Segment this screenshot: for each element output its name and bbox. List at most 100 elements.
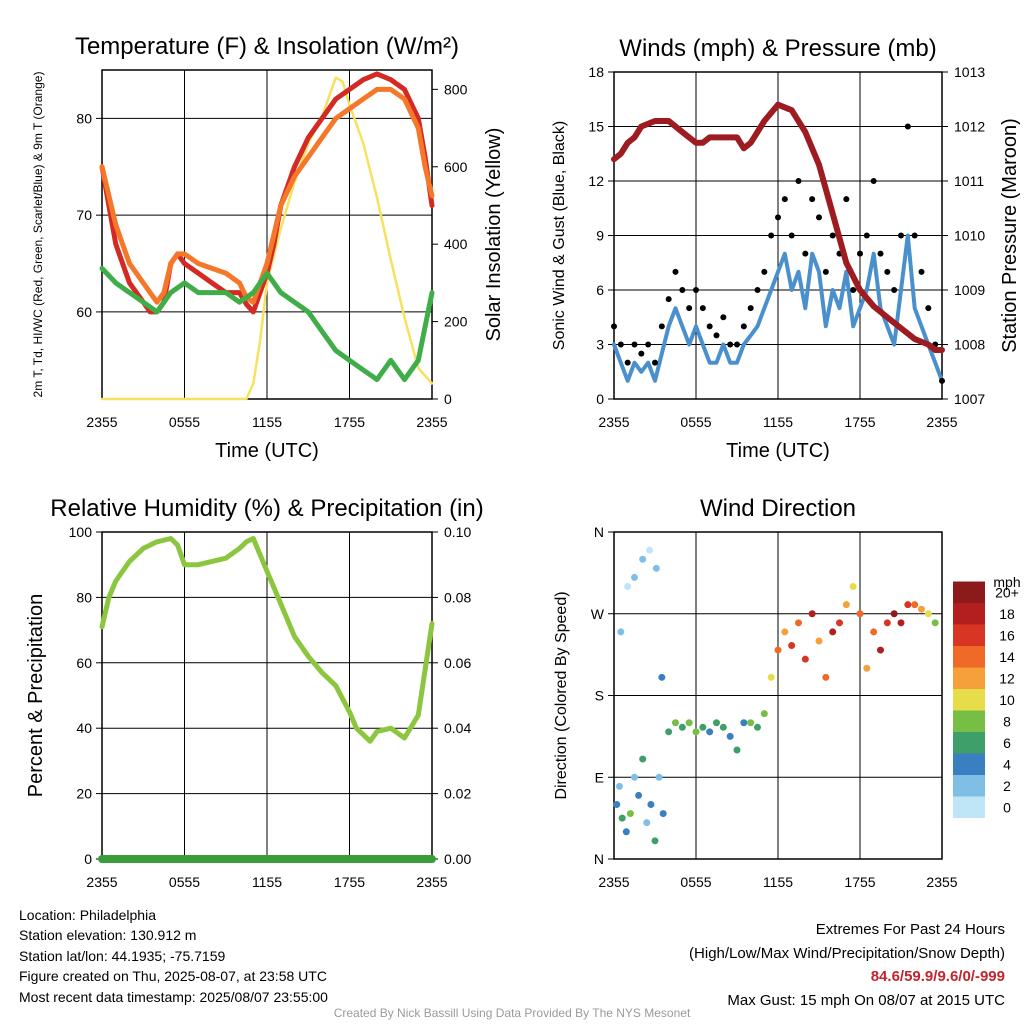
wind-direction-point [931, 619, 939, 627]
gust-point [747, 305, 754, 312]
colorbar-swatch [953, 753, 985, 775]
colorbar-label: 20+ [995, 584, 1019, 600]
wind-direction-point [685, 719, 693, 727]
chart-title: Temperature (F) & Insolation (W/m²) [75, 33, 459, 60]
y-tick-label: N [594, 851, 604, 867]
colorbar-label: 10 [999, 692, 1015, 708]
wind-direction-point [760, 710, 768, 718]
created-text: Figure created on Thu, 2025-08-07, at 23… [19, 968, 327, 985]
gust-point [795, 178, 802, 184]
wind-direction-point [652, 564, 660, 572]
wind-direction-point [849, 583, 857, 590]
wind-direction-point [822, 673, 830, 681]
x-tick-label: 1755 [844, 874, 875, 890]
gust-point [829, 232, 836, 239]
gust-point [645, 341, 652, 348]
wind-direction-point [631, 573, 638, 581]
gust-point [679, 287, 686, 293]
colorbar-label: 16 [999, 627, 1015, 643]
x-tick-label: 2355 [86, 414, 117, 430]
wind-direction-point [747, 719, 755, 727]
wind-direction-point [918, 605, 925, 613]
gust-point [740, 323, 747, 330]
gust-point [891, 287, 898, 293]
gust-point [788, 232, 795, 239]
x-tick-label: 1155 [763, 414, 793, 430]
x-tick-label: 0555 [169, 874, 200, 890]
x-tick-label: 1755 [334, 874, 365, 890]
relative-humidity-line [99, 536, 435, 744]
y-tick-label: 0 [84, 851, 92, 867]
wind-direction-point [678, 723, 686, 731]
wind-direction-point [631, 773, 638, 781]
x-tick-label: 1155 [763, 874, 793, 890]
y-tick-label: 20 [76, 786, 92, 802]
y2-tick-label: 400 [444, 236, 468, 252]
wind-direction-point [647, 801, 655, 808]
wind-direction-point [617, 628, 625, 636]
gust-point [686, 305, 693, 312]
gust-point [775, 214, 781, 221]
y2-tick-label: 1011 [954, 173, 984, 189]
gust-point [713, 332, 720, 339]
gust-point [857, 250, 863, 257]
gust-point [693, 287, 699, 293]
y2-tick-label: 0.06 [444, 655, 471, 671]
x-axis-label: Time (UTC) [726, 440, 830, 462]
chart-title: Wind Direction [700, 495, 856, 522]
y-tick-label: 80 [76, 589, 92, 605]
max-gust-text: Max Gust: 15 mph On 08/07 at 2015 UTC [727, 991, 1005, 1009]
gust-point [652, 359, 658, 366]
wind-direction-point [651, 837, 659, 845]
wind-direction-point [815, 637, 823, 645]
wind-direction-point [655, 773, 663, 781]
y2-tick-label: 0.02 [444, 786, 471, 802]
sonic-wind-line [612, 233, 944, 383]
wind-direction-point [740, 719, 748, 727]
wind-direction-point [808, 610, 816, 618]
wind-direction-point [719, 723, 727, 731]
wind-direction-point [883, 619, 891, 627]
gust-point [638, 350, 645, 357]
series-line-dewpoint [99, 265, 435, 383]
gust-point [816, 214, 822, 221]
wind-direction-point [713, 719, 720, 727]
colorbar-label: 2 [1003, 778, 1011, 794]
y2-tick-label: 0.08 [444, 589, 471, 605]
y2-tick-label: 0 [444, 391, 452, 407]
x-tick-label: 2355 [416, 414, 447, 430]
wind-direction-point [924, 610, 932, 618]
colorbar-swatch [953, 732, 985, 754]
x-tick-label: 2355 [86, 874, 117, 890]
y-tick-label: 60 [76, 655, 92, 671]
wind-direction-point [870, 628, 878, 636]
colorbar-swatch [953, 667, 985, 689]
credit-text: Created By Nick Bassill Using Data Provi… [333, 1006, 691, 1020]
y-tick-label: 18 [588, 64, 604, 80]
y-axis-label: Sonic Wind & Gust (Blue, Black) [551, 121, 568, 350]
colorbar-label: 12 [999, 670, 1015, 686]
y-axis-label: Direction (Colored By Speed) [553, 591, 570, 799]
y-axis-label: 2m T, Td, HI/WC (Red, Green, Scarlet/Blu… [31, 72, 45, 398]
gust-point [802, 250, 809, 257]
wind-direction-point [659, 810, 667, 818]
wind-direction-point [672, 719, 679, 727]
latlon-text: Station lat/lon: 44.1935; -75.7159 [19, 947, 226, 964]
wind-direction-point [856, 610, 864, 618]
x-tick-label: 0555 [169, 414, 200, 430]
wind-direction-point [842, 601, 850, 609]
gust-point [631, 341, 638, 348]
x-tick-label: 1755 [844, 414, 875, 430]
y-tick-label: W [591, 606, 605, 622]
y2-tick-label: 1009 [954, 282, 985, 298]
colorbar-unit-label: mph [993, 574, 1020, 590]
wind-direction-point [801, 655, 809, 663]
y2-tick-label: 1013 [954, 64, 985, 80]
gust-point [843, 196, 850, 203]
y-tick-label: 3 [596, 337, 604, 353]
wind-direction-point [692, 728, 700, 736]
wind-direction-point [613, 801, 621, 808]
wind-direction-point [897, 619, 905, 627]
gust-point [898, 232, 904, 239]
